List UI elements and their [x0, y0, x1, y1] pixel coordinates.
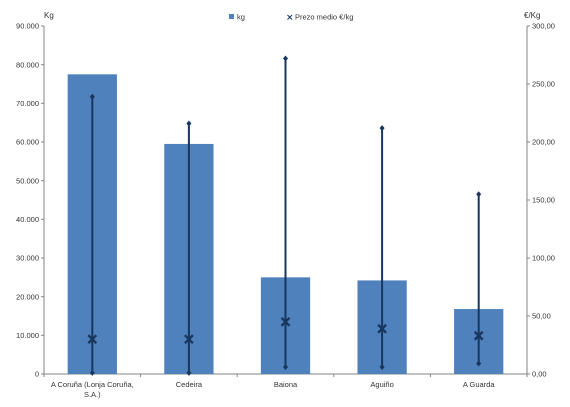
right-tick-label: 50,00 [532, 312, 551, 321]
legend: kg × Prezo medio €/kg [229, 13, 353, 23]
category-label: Aguiño [370, 380, 393, 389]
left-tick-label: 20.000 [16, 292, 39, 301]
price-mean-marker [280, 316, 291, 327]
left-tick-label: 80.000 [16, 60, 39, 69]
left-tick-label: 30.000 [16, 254, 39, 263]
category-label: A Guarda [463, 380, 496, 389]
price-low-marker [379, 364, 385, 371]
right-tick-label: 100,00 [532, 254, 555, 263]
right-tick-label: 200,00 [532, 138, 555, 147]
right-tick-label: 300,00 [532, 22, 555, 31]
category-label: Baiona [274, 380, 298, 389]
price-low-marker [89, 369, 95, 376]
left-tick-label: 0 [35, 370, 39, 379]
left-axis-unit: Kg [44, 11, 54, 20]
price-low-marker [186, 369, 192, 376]
legend-kg-label: kg [237, 13, 245, 22]
category-label: Cedeira [176, 380, 203, 389]
right-tick-label: 150,00 [532, 196, 555, 205]
price-mean-marker [184, 334, 194, 345]
left-tick-label: 90.000 [16, 22, 39, 31]
right-axis-unit: €/Kg [524, 11, 540, 20]
price-mean-marker [473, 330, 484, 341]
price-high-marker [186, 120, 192, 127]
plot-area: 0 10.000 20.000 30.000 40.000 50.000 60.000 70.… [16, 22, 555, 399]
price-high-marker [283, 55, 288, 62]
price-mean-marker [87, 334, 98, 345]
legend-price-marker: × [286, 13, 294, 23]
left-tick-label: 10.000 [16, 331, 39, 340]
price-high-marker [379, 125, 385, 132]
left-tick-label: 60.000 [16, 138, 39, 147]
legend-kg-marker [229, 14, 234, 19]
price-high-marker [476, 191, 482, 198]
category-label: S.A.) [84, 390, 101, 399]
price-mean-marker [377, 323, 387, 334]
price-high-marker [89, 93, 95, 100]
right-tick-label: 250,00 [532, 80, 555, 89]
right-tick-label: 0,00 [532, 370, 547, 379]
left-tick-label: 40.000 [16, 215, 39, 224]
left-tick-label: 50.000 [16, 176, 39, 185]
price-low-marker [476, 360, 482, 367]
left-tick-label: 70.000 [16, 99, 39, 108]
legend-price-label: Prezo medio €/kg [295, 13, 353, 22]
category-label: A Coruña (Lonja Coruña, [51, 380, 134, 389]
price-low-marker [283, 364, 288, 371]
